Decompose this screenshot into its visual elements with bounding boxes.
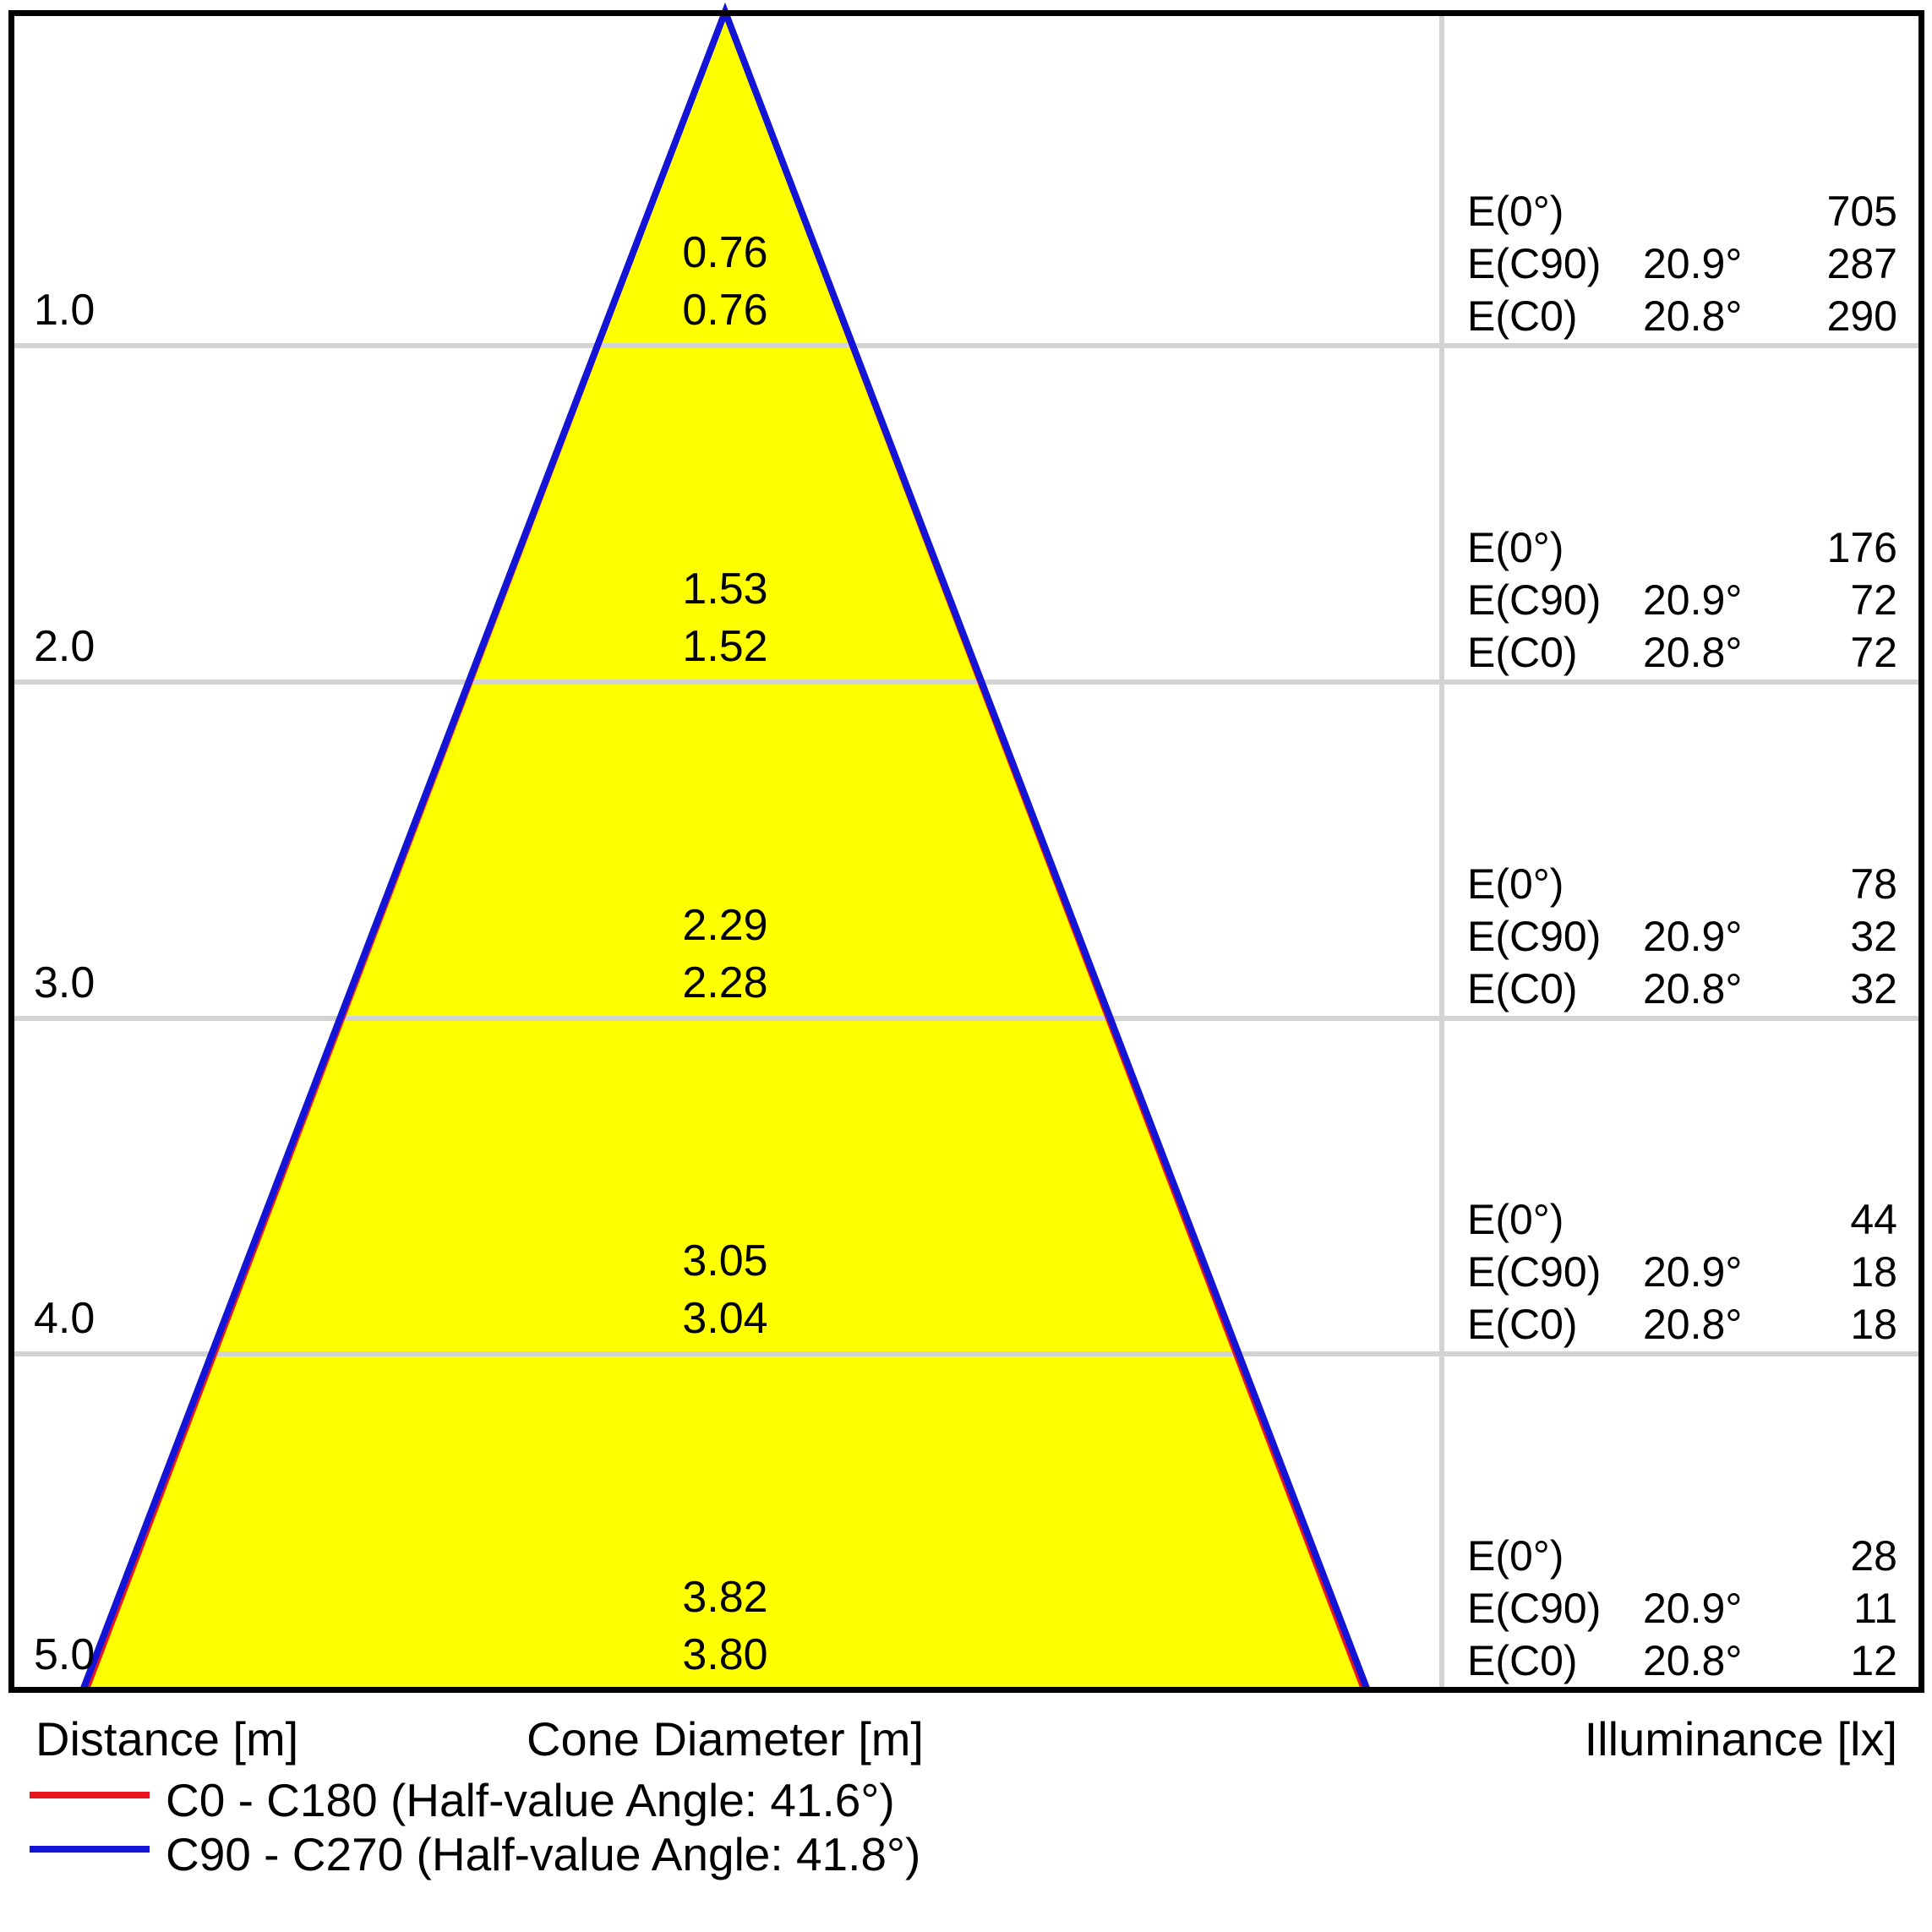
cone-diameter-axis-label: Cone Diameter [m] bbox=[527, 1712, 924, 1766]
cone-diameter-c90: 1.53 bbox=[682, 565, 768, 614]
ec90-angle: 20.9° bbox=[1643, 1248, 1743, 1296]
ec0-angle: 20.8° bbox=[1643, 1301, 1743, 1348]
cone-diameter-c0: 0.76 bbox=[682, 286, 768, 335]
cone-diameter-c0: 1.52 bbox=[682, 622, 768, 671]
ec90-angle: 20.9° bbox=[1643, 913, 1743, 960]
cone-diameter-c0: 3.80 bbox=[682, 1630, 768, 1679]
distance-label: 5.0 bbox=[34, 1630, 96, 1679]
e0-value: 78 bbox=[1850, 860, 1897, 908]
ec90-value: 11 bbox=[1853, 1585, 1897, 1632]
ec0-label: E(C0) bbox=[1467, 965, 1578, 1012]
illuminance-block: E(0°) 176 E(C90) 20.9° 72 E(C0) 20.8° 72 bbox=[1467, 521, 1897, 679]
ec90-angle: 20.9° bbox=[1643, 1585, 1743, 1632]
distance-label: 3.0 bbox=[34, 958, 96, 1007]
c90-c270-legend-line bbox=[30, 1846, 150, 1853]
ec90-angle: 20.9° bbox=[1643, 240, 1743, 287]
cone-diameter-c90: 3.05 bbox=[682, 1236, 768, 1285]
ec0-angle: 20.8° bbox=[1643, 292, 1743, 340]
illuminance-block: E(0°) 78 E(C90) 20.9° 32 E(C0) 20.8° 32 bbox=[1467, 858, 1897, 1015]
distance-label: 1.0 bbox=[34, 286, 96, 335]
e0-label: E(0°) bbox=[1467, 524, 1564, 571]
e0-label: E(0°) bbox=[1467, 860, 1564, 908]
ec90-label: E(C90) bbox=[1467, 1248, 1602, 1296]
distance-label: 2.0 bbox=[34, 622, 96, 671]
ec90-value: 18 bbox=[1850, 1248, 1897, 1296]
distance-label: 4.0 bbox=[34, 1294, 96, 1343]
illuminance-block: E(0°) 28 E(C90) 20.9° 11 E(C0) 20.8° 12 bbox=[1467, 1530, 1897, 1687]
ec0-value: 12 bbox=[1850, 1637, 1897, 1684]
e0-label: E(0°) bbox=[1467, 1532, 1564, 1580]
c90-c270-legend-label: C90 - C270 (Half-value Angle: 41.8°) bbox=[166, 1828, 921, 1880]
illuminance-block: E(0°) 705 E(C90) 20.9° 287 E(C0) 20.8° 290 bbox=[1467, 185, 1897, 342]
ec90-value: 72 bbox=[1850, 576, 1897, 624]
e0-label: E(0°) bbox=[1467, 188, 1564, 235]
e0-value: 705 bbox=[1826, 188, 1897, 235]
c0-c180-legend-label: C0 - C180 (Half-value Angle: 41.6°) bbox=[166, 1774, 895, 1826]
cone-diameter-c90: 3.82 bbox=[682, 1573, 768, 1622]
illuminance-block: E(0°) 44 E(C90) 20.9° 18 E(C0) 20.8° 18 bbox=[1467, 1193, 1897, 1351]
c0-c180-legend-line bbox=[30, 1792, 150, 1798]
ec0-label: E(C0) bbox=[1467, 292, 1578, 340]
ec90-value: 32 bbox=[1850, 913, 1897, 960]
cone-diameter-c90: 2.29 bbox=[682, 901, 768, 950]
cone-diameter-c0: 2.28 bbox=[682, 958, 768, 1007]
ec90-angle: 20.9° bbox=[1643, 576, 1743, 624]
cone-diameter-c0: 3.04 bbox=[682, 1294, 768, 1343]
e0-value: 44 bbox=[1850, 1196, 1897, 1243]
distance-axis-label: Distance [m] bbox=[35, 1712, 299, 1766]
ec90-label: E(C90) bbox=[1467, 913, 1602, 960]
ec0-label: E(C0) bbox=[1467, 1301, 1578, 1348]
ec0-value: 32 bbox=[1850, 965, 1897, 1012]
ec90-label: E(C90) bbox=[1467, 240, 1602, 287]
ec0-angle: 20.8° bbox=[1643, 629, 1743, 676]
ec0-value: 72 bbox=[1850, 629, 1897, 676]
e0-value: 176 bbox=[1826, 524, 1897, 571]
ec0-value: 18 bbox=[1850, 1301, 1897, 1348]
ec0-angle: 20.8° bbox=[1643, 1637, 1743, 1684]
ec0-value: 290 bbox=[1826, 292, 1897, 340]
ec90-label: E(C90) bbox=[1467, 1585, 1602, 1632]
ec0-angle: 20.8° bbox=[1643, 965, 1743, 1012]
cone-fill bbox=[83, 12, 1367, 1690]
ec0-label: E(C0) bbox=[1467, 629, 1578, 676]
ec90-value: 287 bbox=[1826, 240, 1897, 287]
ec0-label: E(C0) bbox=[1467, 1637, 1578, 1684]
ec90-label: E(C90) bbox=[1467, 576, 1602, 624]
cone-diameter-c90: 0.76 bbox=[682, 228, 768, 277]
e0-label: E(0°) bbox=[1467, 1196, 1564, 1243]
illuminance-axis-label: Illuminance [lx] bbox=[1584, 1712, 1897, 1766]
chart-border bbox=[8, 10, 1924, 1693]
e0-value: 28 bbox=[1850, 1532, 1897, 1580]
